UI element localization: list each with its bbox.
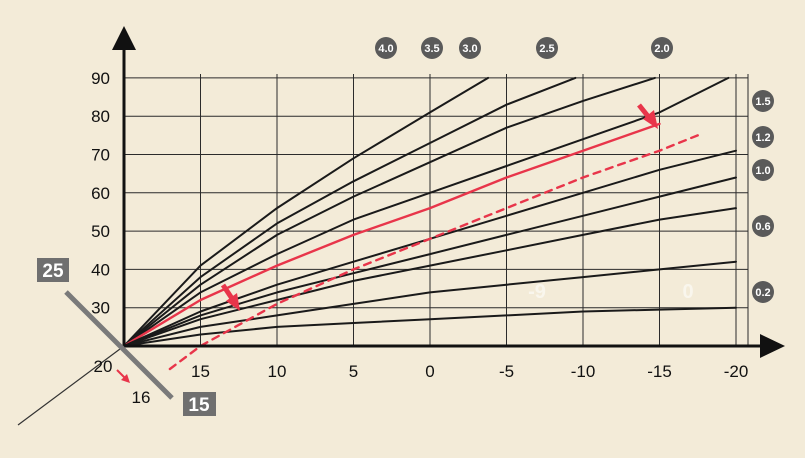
curve-2.5 — [123, 76, 730, 347]
x-tick-label: 15 — [191, 362, 210, 381]
badge-circle — [459, 37, 481, 59]
curve-3.5 — [123, 76, 577, 347]
red-shift-arrows — [116, 103, 658, 383]
curve-label-badge: 1.0 — [752, 159, 774, 181]
red-arrow-icon — [637, 103, 658, 129]
grid — [124, 74, 749, 346]
badge-text: 1.5 — [755, 96, 770, 108]
y-tick-label: 60 — [91, 184, 110, 203]
faint-label-b: 0 — [682, 281, 693, 303]
badge-circle — [536, 37, 558, 59]
faint-label-a: -9 — [528, 281, 546, 303]
y-tick-label: 30 — [91, 299, 110, 318]
badge-circle — [752, 281, 774, 303]
box-upper-label: 25 — [42, 261, 64, 282]
y-axis-arrow-icon — [112, 26, 136, 50]
badge-text: 1.2 — [755, 132, 770, 144]
curve-label-badge: 4.0 — [375, 37, 397, 59]
badge-text: 3.0 — [462, 43, 477, 55]
box-lower-label: 15 — [188, 395, 210, 416]
corner-shift-value: 16 — [132, 388, 151, 407]
x-tick-label: -20 — [724, 362, 749, 381]
x-tick-label: 5 — [349, 362, 358, 381]
curve-label-badge: 2.5 — [536, 37, 558, 59]
curve-1.2 — [123, 176, 737, 347]
badge-circle — [752, 126, 774, 148]
curve-label-badge: 0.2 — [752, 281, 774, 303]
badge-circle — [752, 215, 774, 237]
y-tick-label: 40 — [91, 260, 110, 279]
badge-text: 4.0 — [378, 43, 393, 55]
faint-labels: -9 0 — [528, 281, 693, 303]
curve-label-badge: 3.0 — [459, 37, 481, 59]
x-tick-label: -5 — [499, 362, 514, 381]
badge-circle — [375, 37, 397, 59]
box-lower — [183, 392, 216, 416]
badge-text: 0.6 — [755, 221, 770, 233]
curve-label-badge: 1.2 — [752, 126, 774, 148]
curve-labels: 4.0 3.5 3.0 2.5 2.0 1.5 1.2 1.0 0.6 0.2 — [375, 37, 774, 303]
corner-diagram: 25 15 20 16 — [17, 258, 216, 426]
red-arrow-small-icon — [116, 369, 130, 383]
y-tick-label: 80 — [91, 107, 110, 126]
curve-label-badge: 3.5 — [421, 37, 443, 59]
diagonal-bar — [64, 290, 174, 400]
x-tick-label: 0 — [425, 362, 434, 381]
badge-text: 2.5 — [539, 43, 554, 55]
shifted-curve-dashed — [168, 134, 699, 371]
x-tick-label: -10 — [571, 362, 596, 381]
curve-3.0 — [123, 76, 656, 347]
x-tick-label: 10 — [268, 362, 287, 381]
curve-label-badge: 1.5 — [752, 90, 774, 112]
y-tick-label: 70 — [91, 146, 110, 165]
curve-0.6 — [123, 260, 737, 347]
badge-circle — [421, 37, 443, 59]
curve-4.0 — [123, 76, 490, 347]
curve-2.0 — [122, 122, 661, 348]
corner-left-value: 20 — [94, 357, 113, 376]
axes — [112, 26, 785, 358]
y-tick-label: 50 — [91, 222, 110, 241]
curve-1.0 — [123, 207, 737, 347]
badge-text: 1.0 — [755, 165, 770, 177]
curve-label-badge: 0.6 — [752, 215, 774, 237]
box-upper — [37, 258, 69, 282]
badge-circle — [752, 90, 774, 112]
badge-text: 2.0 — [654, 43, 669, 55]
curve-label-badge: 2.0 — [651, 37, 673, 59]
curve-series — [122, 76, 737, 371]
diagonal-guide-line — [17, 345, 125, 426]
badge-text: 3.5 — [424, 43, 439, 55]
badge-circle — [752, 159, 774, 181]
badge-circle — [651, 37, 673, 59]
red-arrow-icon — [220, 283, 240, 311]
x-tick-label: -15 — [647, 362, 672, 381]
badge-text: 0.2 — [755, 287, 770, 299]
x-axis-arrow-icon — [760, 334, 785, 358]
y-tick-label: 90 — [91, 69, 110, 88]
